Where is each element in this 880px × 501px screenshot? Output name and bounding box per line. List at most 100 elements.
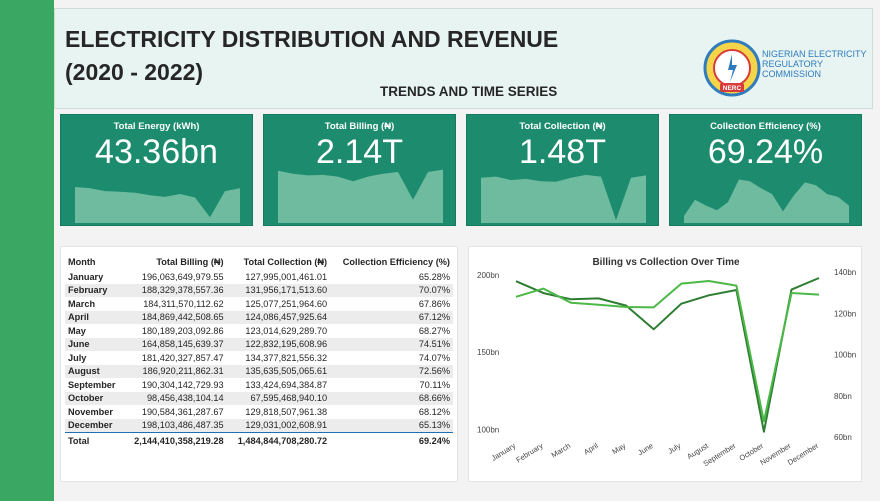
cell-efficiency: 65.13% xyxy=(330,418,453,433)
total-collection: 1,484,844,708,280.72 xyxy=(237,435,328,446)
cell-collection: 124,086,457,925.64 xyxy=(226,310,331,324)
cell-efficiency: 68.12% xyxy=(418,406,450,417)
total-label: Total xyxy=(68,435,90,446)
cell-collection: 135,635,505,065.61 xyxy=(226,364,331,378)
table-row: September 190,304,142,729.93 133,424,694,3… xyxy=(65,378,453,392)
sparkline-area xyxy=(481,174,646,223)
kpi-card-total-billing: Total Billing (₦) 2.14T xyxy=(263,114,456,226)
report-header: ELECTRICITY DISTRIBUTION AND REVENUE (20… xyxy=(54,8,873,109)
kpi-label: Total Collection (₦) xyxy=(519,121,606,132)
total-billing: 2,144,410,358,219.28 xyxy=(134,435,224,446)
cell-collection: 129,818,507,961.38 xyxy=(245,406,328,417)
kpi-sparkline xyxy=(481,174,646,223)
column-header-month[interactable]: Month xyxy=(68,256,96,267)
column-header-billing[interactable]: Total Billing (₦) xyxy=(156,256,224,267)
kpi-card-total-energy: Total Energy (kWh) 43.36bn xyxy=(60,114,253,226)
cell-collection: 125,077,251,964.60 xyxy=(245,298,328,309)
kpi-value: 69.24% xyxy=(707,133,824,171)
cell-billing: 180,189,203,092.86 xyxy=(141,325,224,336)
title-line-1: ELECTRICITY DISTRIBUTION AND REVENUE xyxy=(65,26,559,52)
column-header-efficiency[interactable]: Collection Efficiency (%) xyxy=(342,256,450,267)
x-tick-label: February xyxy=(514,441,544,465)
cell-efficiency: 67.12% xyxy=(330,310,453,324)
kpi-value: 43.36bn xyxy=(95,133,218,171)
cell-month: September xyxy=(68,379,116,390)
cell-month: August xyxy=(65,364,124,378)
y-right-tick-label: 140bn xyxy=(834,268,856,277)
left-accent-bar xyxy=(0,0,54,501)
sparkline-area xyxy=(278,169,443,223)
kpi-sparkline xyxy=(684,179,849,223)
total-efficiency: 69.24% xyxy=(418,435,450,446)
logo-text: NIGERIAN ELECTRICITY REGULATORY COMMISSI… xyxy=(762,49,872,79)
cell-billing: 186,920,211,862.31 xyxy=(123,364,227,378)
cell-billing: 181,420,327,857.47 xyxy=(141,352,224,363)
kpi-card-total-collection: Total Collection (₦) 1.48T xyxy=(466,114,659,226)
cell-collection: 122,832,195,608.96 xyxy=(226,337,331,351)
cell-month: November xyxy=(68,406,113,417)
billing-vs-collection-chart: Billing vs Collection Over Time 100bn 150b… xyxy=(468,246,862,482)
y-right-tick-label: 120bn xyxy=(834,309,856,318)
y-right-tick-label: 80bn xyxy=(834,392,852,401)
kpi-label: Collection Efficiency (%) xyxy=(710,121,821,132)
y-left-tick-label: 150bn xyxy=(477,348,499,357)
cell-month: April xyxy=(65,310,124,324)
cell-collection: 67,595,468,940.10 xyxy=(226,391,331,405)
cell-month: June xyxy=(65,337,124,351)
cell-month: March xyxy=(68,298,96,309)
cell-efficiency: 74.51% xyxy=(330,337,453,351)
x-tick-label: April xyxy=(582,441,600,457)
x-tick-label: June xyxy=(636,441,655,457)
cell-collection: 131,956,171,513.60 xyxy=(226,283,331,297)
cell-billing: 188,329,378,557.36 xyxy=(123,283,227,297)
cell-collection: 129,031,002,608.91 xyxy=(226,418,331,433)
nerc-logo-icon: NERC xyxy=(703,39,761,97)
column-header-collection[interactable]: Total Collection (₦) xyxy=(243,256,328,267)
cell-month: July xyxy=(68,352,87,363)
table-row: February 188,329,378,557.36 131,956,171,51… xyxy=(65,283,453,297)
x-tick-label: May xyxy=(610,441,627,456)
logo-text-line-2: REGULATORY COMMISSION xyxy=(762,59,823,79)
monthly-table-panel: Month Total Billing (₦) Total Collection… xyxy=(60,246,458,482)
cell-collection: 127,995,001,461.01 xyxy=(245,271,328,282)
page-subtitle: TRENDS AND TIME SERIES xyxy=(380,84,558,99)
cell-efficiency: 65.28% xyxy=(418,271,450,282)
monthly-table: Month Total Billing (₦) Total Collection… xyxy=(65,253,453,449)
kpi-value: 2.14T xyxy=(316,133,403,171)
sparkline-area xyxy=(684,179,849,223)
y-right-tick-label: 100bn xyxy=(834,351,856,360)
table-row: July 181,420,327,857.47 134,377,821,556.32… xyxy=(65,351,453,365)
cell-efficiency: 70.11% xyxy=(419,379,450,390)
cell-billing: 98,456,438,104.14 xyxy=(123,391,227,405)
kpi-sparkline xyxy=(278,169,443,223)
x-tick-label: July xyxy=(666,441,682,456)
table-row: December 198,103,486,487.35 129,031,002,60… xyxy=(65,418,453,433)
x-tick-label: March xyxy=(550,441,572,460)
sparkline-area xyxy=(75,187,240,223)
table-header-row: Month Total Billing (₦) Total Collection… xyxy=(65,253,453,270)
cell-month: January xyxy=(68,271,104,282)
cell-billing: 190,584,361,287.67 xyxy=(141,406,224,417)
table-row: January 196,063,649,979.55 127,995,001,461… xyxy=(65,270,453,284)
cell-billing: 196,063,649,979.55 xyxy=(141,271,224,282)
kpi-sparkline xyxy=(75,187,240,223)
cell-billing: 190,304,142,729.93 xyxy=(141,379,224,390)
kpi-label: Total Billing (₦) xyxy=(324,121,395,132)
cell-collection: 123,014,629,289.70 xyxy=(245,325,328,336)
y-right-tick-label: 60bn xyxy=(834,433,852,442)
series-line-right[interactable] xyxy=(515,280,820,423)
cell-month: December xyxy=(65,418,124,433)
title-line-2: (2020 - 2022) xyxy=(65,59,204,85)
logo-badge: NERC xyxy=(723,85,742,92)
table-row: November 190,584,361,287.67 129,818,507,96… xyxy=(65,405,453,419)
table-row: October 98,456,438,104.14 67,595,468,940.1… xyxy=(65,391,453,405)
cell-collection: 133,424,694,384.87 xyxy=(245,379,328,390)
y-left-tick-label: 100bn xyxy=(477,425,499,434)
cell-collection: 134,377,821,556.32 xyxy=(245,352,328,363)
table-row: May 180,189,203,092.86 123,014,629,289.70 6… xyxy=(65,324,453,338)
cell-month: May xyxy=(68,325,86,336)
series-line-left[interactable] xyxy=(515,277,820,433)
kpi-value: 1.48T xyxy=(519,133,606,171)
table-row: June 164,858,145,639.37 122,832,195,608.96… xyxy=(65,337,453,351)
logo-text-line-1: NIGERIAN ELECTRICITY xyxy=(762,49,867,59)
